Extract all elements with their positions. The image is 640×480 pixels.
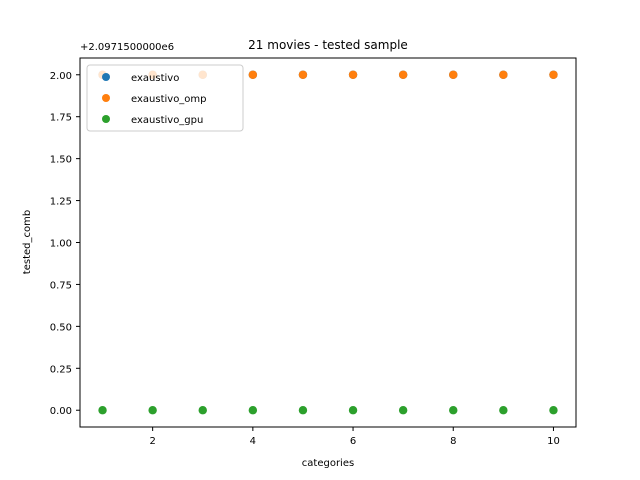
point-exaustivo-omp (348, 70, 358, 79)
legend-marker-exaustivo-omp (102, 94, 110, 102)
legend-label-exaustivo-omp: exaustivo_omp (131, 94, 207, 105)
y-axis-label: tested_comb (22, 210, 33, 274)
y-tick-label: 1.75 (50, 113, 72, 124)
point-exaustivo-gpu (298, 406, 308, 415)
point-exaustivo-omp (549, 70, 558, 79)
x-axis-ticks: 2 4 6 8 10 (149, 427, 560, 447)
point-exaustivo-gpu (248, 406, 258, 415)
y-tick-label: 0.00 (50, 406, 72, 417)
y-tick-label: 0.75 (50, 280, 72, 291)
point-exaustivo-gpu (148, 406, 157, 415)
point-exaustivo-omp (499, 70, 508, 79)
x-tick-label: 8 (450, 436, 456, 447)
point-exaustivo-gpu (198, 406, 207, 415)
point-exaustivo-gpu (348, 406, 358, 415)
point-exaustivo-omp (398, 70, 408, 79)
legend-marker-exaustivo (102, 73, 110, 81)
x-axis-label: categories (302, 458, 354, 469)
legend: exaustivo exaustivo_omp exaustivo_gpu (86, 64, 244, 132)
x-tick-label: 6 (350, 436, 356, 447)
point-exaustivo-gpu (549, 406, 558, 415)
point-exaustivo-omp (248, 70, 258, 79)
y-tick-label: 1.25 (50, 197, 72, 208)
legend-marker-exaustivo-gpu (102, 115, 110, 123)
point-exaustivo-gpu (98, 406, 107, 415)
y-axis-ticks: 0.00 0.25 0.50 0.75 1.00 1.25 1.50 1.75 2.00 (50, 71, 80, 417)
legend-label-exaustivo: exaustivo (131, 73, 179, 84)
x-tick-label: 2 (149, 436, 155, 447)
point-exaustivo-gpu (449, 406, 458, 415)
y-tick-label: 1.50 (50, 155, 72, 166)
y-tick-label: 0.25 (50, 364, 72, 375)
point-exaustivo-gpu (398, 406, 408, 415)
y-tick-label: 1.00 (50, 239, 72, 250)
point-exaustivo-omp (298, 70, 308, 79)
legend-box (86, 64, 244, 132)
point-exaustivo-omp (449, 70, 458, 79)
point-exaustivo-gpu (499, 406, 508, 415)
y-tick-label: 0.50 (50, 322, 72, 333)
y-tick-label: 2.00 (50, 71, 72, 82)
chart-title: 21 movies - tested sample (248, 38, 408, 52)
x-tick-label: 10 (547, 436, 560, 447)
x-tick-label: 4 (250, 436, 256, 447)
y-offset-text: +2.0971500000e6 (80, 42, 174, 53)
legend-label-exaustivo-gpu: exaustivo_gpu (131, 115, 203, 126)
